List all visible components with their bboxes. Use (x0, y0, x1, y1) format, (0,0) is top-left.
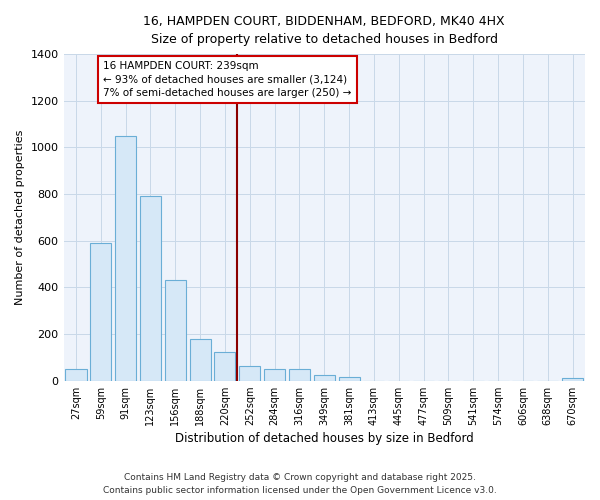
Bar (289, 369, 310, 380)
Bar (190, 338, 211, 380)
Bar (165, 280, 186, 380)
Bar (140, 196, 161, 380)
Bar (90, 243, 112, 380)
Bar (562, 378, 583, 380)
Bar (264, 369, 285, 380)
Bar (338, 377, 359, 380)
Bar (239, 366, 260, 380)
Bar (115, 136, 136, 380)
Text: 16 HAMPDEN COURT: 239sqm
← 93% of detached houses are smaller (3,124)
7% of semi: 16 HAMPDEN COURT: 239sqm ← 93% of detach… (103, 61, 352, 98)
Bar (65, 369, 86, 380)
Bar (314, 375, 335, 380)
Y-axis label: Number of detached properties: Number of detached properties (15, 130, 25, 305)
Title: 16, HAMPDEN COURT, BIDDENHAM, BEDFORD, MK40 4HX
Size of property relative to det: 16, HAMPDEN COURT, BIDDENHAM, BEDFORD, M… (143, 15, 505, 46)
Bar (214, 352, 235, 380)
Text: Contains HM Land Registry data © Crown copyright and database right 2025.
Contai: Contains HM Land Registry data © Crown c… (103, 474, 497, 495)
X-axis label: Distribution of detached houses by size in Bedford: Distribution of detached houses by size … (175, 432, 473, 445)
